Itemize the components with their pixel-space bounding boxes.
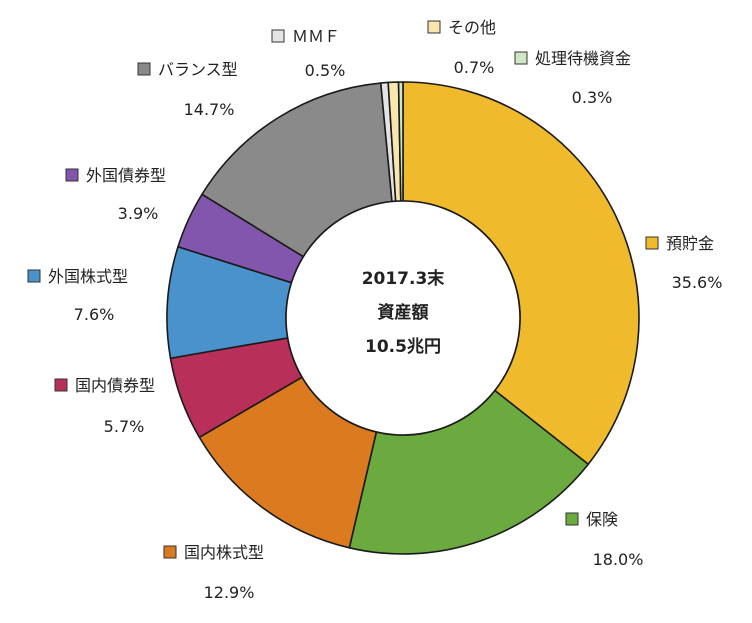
center-label-line-1: 2017.3末 [362,268,446,289]
slice-value-5: 7.6% [74,305,115,324]
legend-swatch-3 [163,545,177,559]
legend-swatch-6 [65,168,79,182]
slice-value-6: 3.9% [118,204,159,223]
slice-label-3: 国内株式型 [184,543,264,562]
slice-value-4: 5.7% [104,417,145,436]
slice-label-1: 預貯金 [666,234,714,253]
slice-label-10: 処理待機資金 [535,49,631,68]
donut-hole [285,200,521,436]
slice-value-1: 35.6% [672,273,723,292]
center-label-line-3: 10.5兆円 [365,337,441,357]
slice-value-8: 0.5% [305,61,346,80]
slice-value-2: 18.0% [593,550,644,569]
legend-swatch-9 [427,20,441,34]
legend-swatch-4 [54,378,68,392]
donut-slices [166,81,640,555]
legend-swatch-8 [271,29,285,43]
legend-swatch-7 [137,62,151,76]
slice-label-9: その他 [448,18,496,37]
slice-label-2: 保険 [586,510,618,529]
slice-value-9: 0.7% [454,58,495,77]
slice-label-6: 外国債券型 [86,166,166,185]
slice-value-3: 12.9% [204,583,255,602]
slice-label-7: バランス型 [158,60,238,79]
slice-value-7: 14.7% [184,100,235,119]
center-label-line-2: 資産額 [378,302,429,323]
legend-swatch-2 [565,512,579,526]
legend-swatch-5 [27,269,41,283]
slice-label-8: ＭＭＦ [292,27,340,46]
legend-swatch-10 [514,51,528,65]
slice-label-5: 外国株式型 [48,267,128,286]
slice-labels: 預貯金 35.6% 保険 18.0% 国内株式型 12.9% 国内債券型 5.7% 外国株式型 7… [27,18,723,602]
slice-label-4: 国内債券型 [75,376,155,395]
slice-value-10: 0.3% [572,88,613,107]
legend-swatch-1 [645,236,659,250]
center-label: 2017.3末 資産額 10.5兆円 [362,268,446,357]
